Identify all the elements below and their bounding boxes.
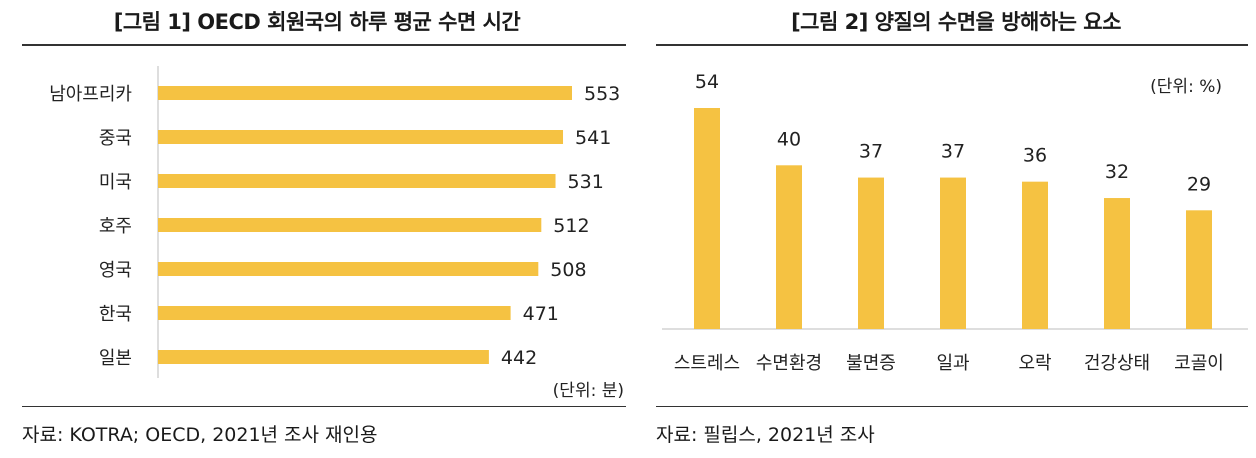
chart1-category-label: 영국: [99, 260, 132, 281]
chart2-bar: [1186, 210, 1212, 329]
chart1-value-label: 442: [501, 347, 537, 369]
chart1-bar: [158, 86, 572, 100]
chart1-value-label: 471: [523, 303, 559, 325]
chart1-value-label: 508: [550, 259, 586, 281]
chart1-bar: [158, 262, 539, 276]
chart2-category-label: 수면환경: [756, 353, 822, 374]
chart1-bar: [158, 218, 542, 232]
chart1-title: [그림 1] OECD 회원국의 하루 평균 수면 시간: [113, 10, 521, 34]
chart2-category-label: 오락: [1018, 353, 1051, 374]
chart2-value-label: 40: [777, 128, 801, 150]
chart1-bar: [158, 174, 556, 188]
chart-panel-sleep-time: [그림 1] OECD 회원국의 하루 평균 수면 시간 남아프리카 553 중국 5…: [22, 10, 626, 446]
chart1-category-label: 미국: [99, 172, 132, 193]
chart1-top-rule: [22, 44, 626, 46]
chart1-bar: [158, 306, 511, 320]
chart1-bottom-rule: [22, 406, 626, 407]
chart2-category-label: 스트레스: [674, 353, 740, 374]
chart1-unit: (단위: 분): [552, 381, 624, 401]
chart2-category-label: 코골이: [1174, 353, 1224, 374]
chart-panel-sleep-disruptors: [그림 2] 양질의 수면을 방해하는 요소 (단위: %) 54 스트레스 40 수…: [656, 0, 1256, 458]
chart1-value-label: 553: [584, 83, 620, 105]
chart2-source: 자료: 필립스, 2021년 조사: [656, 424, 875, 446]
chart2-value-label: 37: [859, 141, 883, 163]
chart2-value-label: 32: [1105, 161, 1129, 183]
chart2-bottom-rule: [656, 406, 1248, 407]
chart2-value-label: 36: [1023, 145, 1047, 167]
chart1-category-label: 호주: [99, 216, 132, 237]
chart2-bar: [940, 177, 966, 329]
chart2-unit: (단위: %): [1150, 77, 1222, 97]
chart1-category-label: 중국: [99, 128, 132, 149]
chart2-category-label: 일과: [936, 353, 969, 374]
chart2-bar: [858, 177, 884, 329]
chart1-plot: 남아프리카 553 중국 541 미국 531 호주 512 영국 508 한국 471 일본 442: [49, 66, 620, 378]
chart1-source: 자료: KOTRA; OECD, 2021년 조사 재인용: [22, 424, 378, 446]
chart1-value-label: 531: [568, 171, 604, 193]
chart2-value-label: 29: [1187, 173, 1211, 195]
chart1-bar: [158, 350, 489, 364]
chart1-category-label: 일본: [99, 348, 132, 369]
chart1-value-label: 512: [553, 215, 589, 237]
chart2-value-label: 37: [941, 141, 965, 163]
chart2-bar: [1104, 198, 1130, 329]
chart2-category-label: 불면증: [846, 353, 896, 374]
chart1-value-label: 541: [575, 127, 611, 149]
chart1-category-label: 남아프리카: [49, 84, 132, 105]
chart2-top-rule: [656, 44, 1248, 46]
chart2-bar: [1022, 181, 1048, 329]
chart2-value-label: 54: [695, 71, 719, 93]
chart1-bar: [158, 130, 564, 144]
chart2-title: [그림 2] 양질의 수면을 방해하는 요소: [791, 10, 1121, 34]
chart2-bar: [694, 108, 720, 329]
chart2-bar: [776, 165, 802, 329]
chart2-plot: 54 스트레스 40 수면환경 37 불면증 37 일과 36 오락 32 건강상태 29 코골이: [662, 71, 1248, 374]
chart2-category-label: 건강상태: [1084, 353, 1150, 374]
chart1-category-label: 한국: [99, 304, 132, 325]
